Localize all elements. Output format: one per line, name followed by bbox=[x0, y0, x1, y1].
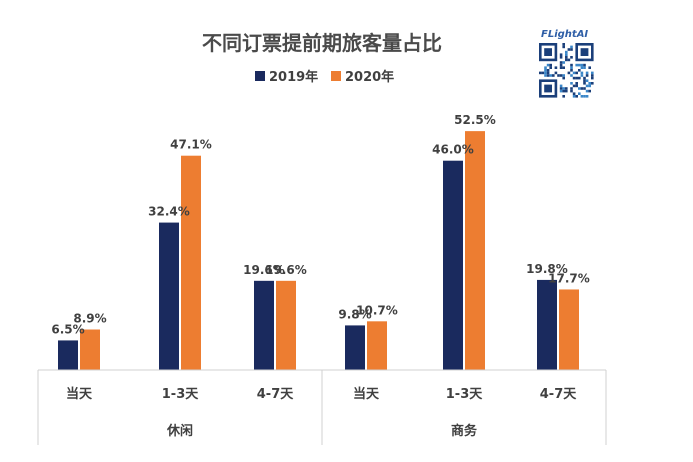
brand-logo-text: FLightAI bbox=[541, 29, 588, 40]
brand-logo: FLightAI bbox=[538, 29, 595, 99]
bar-2019-1 bbox=[159, 222, 179, 370]
bar-2020-3 bbox=[367, 321, 387, 370]
value-label-2019-1: 32.4% bbox=[148, 205, 190, 219]
bar-2020-1 bbox=[181, 155, 201, 370]
bar-2020-2 bbox=[276, 280, 296, 370]
bars-layer bbox=[58, 131, 579, 370]
qr-code-icon bbox=[538, 42, 595, 99]
value-labels-layer: 6.5% 32.4% 19.6% 9.8% 46.0% 19.8% 8.9% 47.1% 19.… bbox=[51, 113, 589, 336]
bar-2020-5 bbox=[559, 289, 579, 370]
value-label-2020-0: 8.9% bbox=[73, 312, 106, 326]
value-label-2020-2: 19.6% bbox=[265, 263, 307, 277]
category-label-4: 1-3天 bbox=[446, 387, 483, 402]
chart-title: 不同订票提前期旅客量占比 bbox=[202, 31, 442, 55]
category-label-2: 4-7天 bbox=[257, 387, 294, 402]
bar-2019-2 bbox=[254, 280, 274, 370]
legend-label-2020: 2020年 bbox=[345, 69, 394, 85]
value-label-2020-4: 52.5% bbox=[454, 113, 496, 127]
value-label-2019-5: 19.8% bbox=[526, 262, 568, 276]
category-label-3: 当天 bbox=[353, 386, 380, 402]
value-label-2019-2: 19.6% bbox=[243, 263, 285, 277]
value-label-2019-0: 6.5% bbox=[51, 322, 84, 336]
value-label-2020-3: 10.7% bbox=[356, 303, 398, 317]
category-label-0: 当天 bbox=[66, 386, 93, 402]
legend-swatch-2020 bbox=[331, 71, 341, 81]
value-label-2019-4: 46.0% bbox=[432, 143, 474, 157]
category-label-5: 4-7天 bbox=[540, 387, 577, 402]
legend-swatch-2019 bbox=[255, 71, 265, 81]
value-label-2020-5: 17.7% bbox=[548, 271, 590, 285]
value-label-2020-1: 47.1% bbox=[170, 138, 212, 152]
category-label-1: 1-3天 bbox=[162, 387, 199, 402]
value-label-2019-3: 9.8% bbox=[338, 307, 371, 321]
group-label-0: 休闲 bbox=[166, 423, 193, 439]
bar-2019-5 bbox=[537, 279, 557, 370]
bar-2019-4 bbox=[443, 160, 463, 370]
bar-2019-3 bbox=[345, 325, 365, 370]
bar-2020-4 bbox=[465, 131, 485, 370]
bar-2019-0 bbox=[58, 340, 78, 370]
group-label-1: 商务 bbox=[451, 423, 478, 439]
legend-label-2019: 2019年 bbox=[269, 69, 318, 85]
legend: 2019年 2020年 bbox=[255, 69, 394, 85]
bar-2020-0 bbox=[80, 329, 100, 370]
